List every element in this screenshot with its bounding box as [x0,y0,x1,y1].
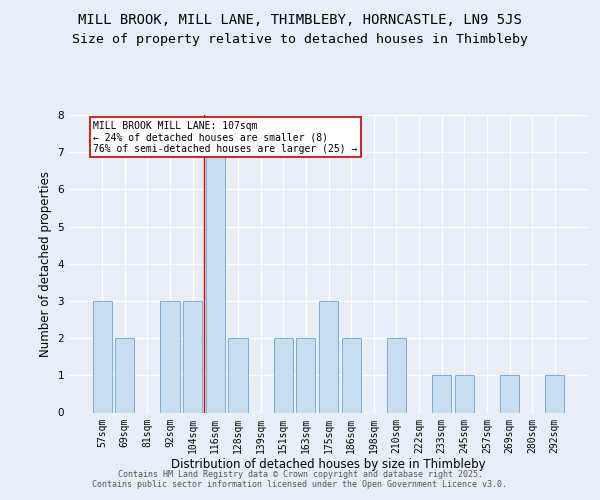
Bar [455,376,474,412]
Bar [206,152,225,412]
Text: MILL BROOK, MILL LANE, THIMBLEBY, HORNCASTLE, LN9 5JS: MILL BROOK, MILL LANE, THIMBLEBY, HORNCA… [78,12,522,26]
Bar [387,338,406,412]
Bar [296,338,316,412]
Bar [115,338,134,412]
Bar [500,376,519,412]
Bar [183,301,202,412]
Bar [229,338,248,412]
Bar [432,376,451,412]
Bar [92,301,112,412]
Bar [341,338,361,412]
Bar [274,338,293,412]
Text: MILL BROOK MILL LANE: 107sqm
← 24% of detached houses are smaller (8)
76% of sem: MILL BROOK MILL LANE: 107sqm ← 24% of de… [93,120,358,154]
X-axis label: Distribution of detached houses by size in Thimbleby: Distribution of detached houses by size … [171,458,486,471]
Text: Size of property relative to detached houses in Thimbleby: Size of property relative to detached ho… [72,32,528,46]
Bar [160,301,180,412]
Bar [319,301,338,412]
Text: Contains HM Land Registry data © Crown copyright and database right 2025.
Contai: Contains HM Land Registry data © Crown c… [92,470,508,489]
Y-axis label: Number of detached properties: Number of detached properties [39,171,52,357]
Bar [545,376,565,412]
